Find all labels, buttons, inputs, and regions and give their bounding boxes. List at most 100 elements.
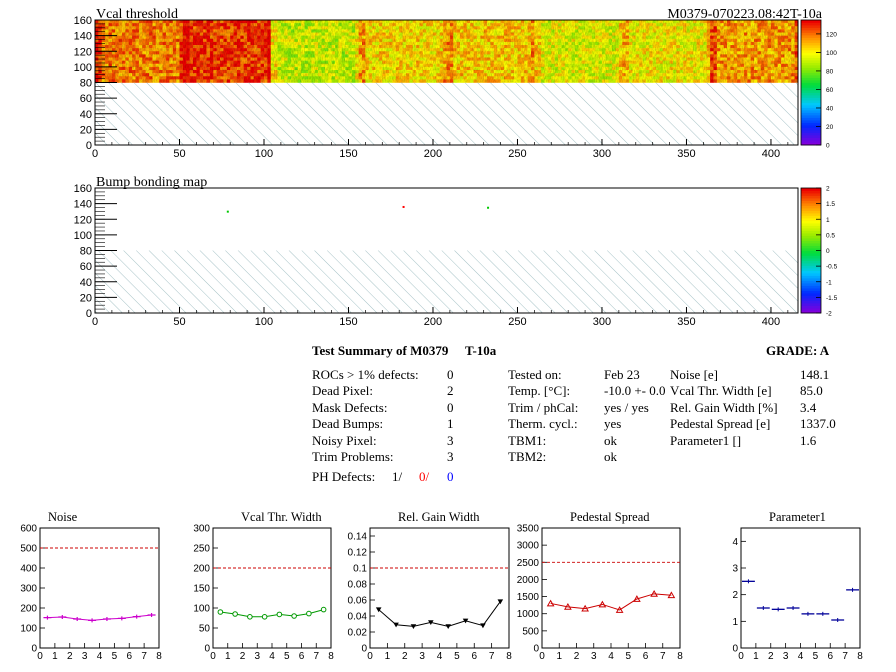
x-tick-label: 8 (506, 651, 512, 662)
y-tick-label: 250 (193, 544, 210, 555)
data-point (291, 613, 297, 619)
y-tick-label: 0 (86, 308, 92, 320)
chart-frame (541, 527, 681, 649)
x-tick-label: 8 (156, 651, 162, 662)
colorbar-tick-label: 20 (826, 124, 834, 131)
x-tick-label: 350 (677, 316, 695, 328)
data-point (581, 604, 589, 612)
colorbar-segment (801, 57, 821, 61)
y-tick-label: 0 (204, 644, 210, 655)
y-tick-label: 140 (74, 199, 92, 211)
colorbar-segment (801, 270, 821, 274)
colorbar-segment (801, 112, 821, 116)
colorbar-segment (801, 40, 821, 43)
y-tick-label: 0.08 (348, 580, 368, 591)
colorbar-segment (801, 25, 821, 28)
colorbar-segment (801, 208, 821, 211)
y-tick-label: 600 (20, 524, 37, 535)
series-line (550, 593, 672, 611)
x-tick-label: 1 (225, 651, 231, 662)
data-point (306, 610, 312, 617)
x-tick-label: 7 (842, 651, 848, 662)
data-point (598, 600, 607, 608)
module-id-label: M0379-070223.08:42T-10a (667, 7, 822, 22)
colorbar-tick-label: -2 (826, 311, 832, 318)
colorbar-tick-label: 2 (826, 186, 830, 193)
y-tick-label: 3 (732, 564, 738, 575)
colorbar-segment (801, 127, 821, 131)
colorbar-segment (801, 85, 821, 88)
x-tick-label: 2 (67, 651, 73, 662)
y-tick-label: 100 (193, 604, 210, 615)
colorbar-segment (801, 22, 821, 26)
data-point (276, 611, 283, 618)
colorbar-segment (801, 283, 821, 286)
x-tick-label: 150 (339, 316, 357, 328)
colorbar-tick-label: -1.5 (826, 295, 838, 302)
colorbar-segment (801, 233, 821, 236)
y-tick-label: 160 (74, 15, 92, 27)
x-tick-label: 200 (424, 316, 442, 328)
colorbar-segment (801, 102, 821, 106)
y-tick-label: 400 (20, 564, 37, 575)
x-tick-label: 3 (419, 651, 425, 662)
x-tick-label: 3 (591, 651, 597, 662)
colorbar-tick-label: 0 (826, 248, 830, 255)
data-point (117, 616, 126, 621)
colorbar-segment (801, 35, 821, 38)
chart-title: Noise (48, 510, 78, 524)
colorbar-segment (801, 130, 821, 133)
x-tick-label: 6 (299, 651, 305, 662)
data-point (546, 599, 555, 607)
y-tick-label: 0 (31, 644, 37, 655)
colorbar-segment (801, 65, 821, 68)
colorbar-segment (801, 50, 821, 53)
y-tick-label: 0 (732, 644, 738, 655)
colorbar-segment (801, 132, 821, 136)
colorbar-segment (801, 122, 821, 126)
colorbar-segment (801, 255, 821, 259)
data-point (88, 618, 97, 623)
series-line (47, 614, 152, 621)
colorbar-tick-label: 1.5 (826, 201, 835, 208)
y-tick-label: 0 (86, 140, 92, 152)
data-point (73, 617, 82, 621)
colorbar-segment (801, 200, 821, 204)
x-tick-label: 5 (625, 651, 631, 662)
x-tick-label: 5 (454, 651, 460, 662)
y-tick-label: 2500 (517, 558, 540, 569)
y-tick-label: 0.14 (348, 532, 368, 543)
colorbar-tick-label: 80 (826, 68, 834, 75)
x-tick-label: 5 (813, 651, 819, 662)
colorbar-segment (801, 300, 821, 304)
chart-title: Vcal Thr. Width (241, 510, 322, 524)
colorbar-segment (801, 228, 821, 231)
y-tick-label: 0.02 (348, 628, 368, 639)
bump-colorbar: -2-1.5-1-0.500.511.52 (800, 186, 838, 318)
x-tick-label: 8 (677, 651, 683, 662)
x-tick-label: 6 (126, 651, 132, 662)
x-tick-label: 2 (768, 651, 774, 662)
y-tick-label: 60 (80, 261, 92, 273)
x-tick-label: 200 (424, 148, 442, 160)
x-tick-label: 8 (857, 651, 863, 662)
data-point (320, 606, 327, 613)
colorbar-segment (801, 125, 821, 128)
colorbar-segment (801, 20, 821, 23)
y-tick-label: 60 (80, 93, 92, 105)
colorbar-segment (801, 47, 821, 51)
colorbar-segment (801, 142, 821, 146)
vcal-heatmap-noise (95, 20, 798, 83)
x-tick-label: 6 (471, 651, 477, 662)
data-point (480, 623, 486, 629)
x-tick-label: 3 (254, 651, 260, 662)
y-tick-label: 40 (80, 109, 92, 121)
chart-pedestal-spread: Pedestal Spread0500100015002000250030003… (517, 510, 683, 662)
data-point (232, 611, 238, 617)
x-tick-label: 1 (556, 651, 562, 662)
vcal-map-title: Vcal threshold (96, 7, 178, 22)
chart-frame (740, 527, 861, 649)
